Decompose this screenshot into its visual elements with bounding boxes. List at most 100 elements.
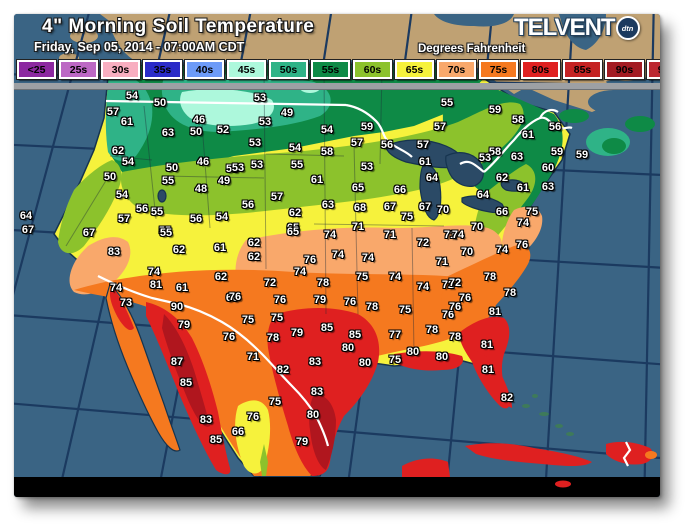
station-temp: 50 xyxy=(103,171,117,183)
station-temp: 62 xyxy=(247,251,261,263)
station-temp: 78 xyxy=(425,324,439,336)
station-temp: 61 xyxy=(418,156,432,168)
station-temp: 61 xyxy=(120,116,134,128)
station-temp: 57 xyxy=(270,191,284,203)
station-temp: 54 xyxy=(215,211,229,223)
temperature-legend: <25 25s 30s 35s 40s 45s 50s 55s 60s 65s 70s 75s 80s 8… xyxy=(16,59,660,80)
station-temp: 74 xyxy=(388,271,402,283)
station-temp: 72 xyxy=(416,237,430,249)
station-temp: 52 xyxy=(216,124,230,136)
station-temp: 57 xyxy=(433,121,447,133)
station-temp: 75 xyxy=(241,314,255,326)
station-temp: 75 xyxy=(400,211,414,223)
station-temp: 85 xyxy=(348,329,362,341)
station-temp: 54 xyxy=(288,142,302,154)
station-temp: 80 xyxy=(306,409,320,421)
station-temp: 78 xyxy=(503,287,517,299)
legend-chip-45s: 45s xyxy=(226,59,267,80)
station-temp: 71 xyxy=(351,221,365,233)
station-temp: 74 xyxy=(331,249,345,261)
station-temp: 60 xyxy=(541,162,555,174)
station-temp: 74 xyxy=(451,229,465,241)
station-temp: 75 xyxy=(525,206,539,218)
station-temp: 77 xyxy=(388,329,402,341)
station-temp: 53 xyxy=(253,92,267,104)
weather-map-art xyxy=(14,14,660,497)
station-temp: 67 xyxy=(82,227,96,239)
station-temp: 76 xyxy=(222,331,236,343)
station-temp: 56 xyxy=(189,213,203,225)
station-temp: 66 xyxy=(393,184,407,196)
station-temp: 54 xyxy=(121,156,135,168)
station-temp: 56 xyxy=(135,203,149,215)
station-temp: 74 xyxy=(495,244,509,256)
station-temp: 56 xyxy=(548,121,562,133)
station-temp: 56 xyxy=(380,139,394,151)
station-temp: 53 xyxy=(250,159,264,171)
station-temp: 59 xyxy=(488,104,502,116)
great-lakes xyxy=(157,139,527,221)
station-temp: 59 xyxy=(360,121,374,133)
station-temp: 81 xyxy=(480,339,494,351)
station-temp: 66 xyxy=(225,292,239,304)
station-temp: 50 xyxy=(189,126,203,138)
station-temp: 54 xyxy=(115,189,129,201)
station-temp: 74 xyxy=(361,252,375,264)
station-temp: 62 xyxy=(172,244,186,256)
timestamp-label: Friday, Sep 05, 2014 - 07:00AM CDT xyxy=(34,40,245,54)
station-temp: 76 xyxy=(246,411,260,423)
station-temp: 46 xyxy=(196,156,210,168)
station-temp: 63 xyxy=(541,181,555,193)
station-temp: 82 xyxy=(500,392,514,404)
station-temp: 61 xyxy=(521,129,535,141)
station-temp: 62 xyxy=(111,145,125,157)
legend-chip-70s: 70s xyxy=(436,59,477,80)
station-temp: 57 xyxy=(106,106,120,118)
station-temp: 53 xyxy=(478,152,492,164)
station-temp: 75 xyxy=(268,396,282,408)
legend-chip-30s: 30s xyxy=(100,59,141,80)
station-temp: 64 xyxy=(476,189,490,201)
station-temp: 74 xyxy=(147,266,161,278)
station-temp: 67 xyxy=(21,224,35,236)
legend-chip-65s: 65s xyxy=(394,59,435,80)
station-temp: 75 xyxy=(270,312,284,324)
legend-chip-25s: 25s xyxy=(58,59,99,80)
station-temp: 72 xyxy=(263,277,277,289)
units-label: Degrees Fahrenheit xyxy=(418,43,526,55)
station-temp: 73 xyxy=(119,297,133,309)
station-temp: 49 xyxy=(217,175,231,187)
station-temp: 81 xyxy=(149,279,163,291)
brand-logo: TELVENT dtn xyxy=(514,14,640,42)
station-temp: 75 xyxy=(398,304,412,316)
station-temp: 62 xyxy=(247,237,261,249)
station-temp: 76 xyxy=(458,292,472,304)
station-temp: 76 xyxy=(441,309,455,321)
legend-chip-85s: 85s xyxy=(562,59,603,80)
station-temp: 76 xyxy=(303,254,317,266)
station-temp: 58 xyxy=(511,114,525,126)
map-card: 4" Morning Soil Temperature Friday, Sep … xyxy=(14,14,660,497)
station-temp: 68 xyxy=(353,202,367,214)
brand-wordmark: TELVENT xyxy=(514,14,616,41)
legend-chip-60s: 60s xyxy=(352,59,393,80)
legend-chip-40s: 40s xyxy=(184,59,225,80)
station-temp: 75 xyxy=(355,271,369,283)
legend-chip-95s: 95s xyxy=(646,59,660,80)
station-temp: 83 xyxy=(310,386,324,398)
station-temp: 85 xyxy=(179,377,193,389)
station-temp: 80 xyxy=(435,351,449,363)
station-temp: 49 xyxy=(280,107,294,119)
station-temp: 65 xyxy=(286,222,300,234)
legend-chip-25: <25 xyxy=(16,59,57,80)
station-temp: 70 xyxy=(470,221,484,233)
station-temp: 55 xyxy=(159,227,173,239)
station-temp: 58 xyxy=(488,146,502,158)
station-temp: 65 xyxy=(286,226,300,238)
station-temp: 74 xyxy=(293,266,307,278)
station-temp: 78 xyxy=(448,331,462,343)
station-temp: 61 xyxy=(213,242,227,254)
station-temp: 55 xyxy=(150,206,164,218)
station-temp: 61 xyxy=(175,282,189,294)
station-temp: 80 xyxy=(406,346,420,358)
